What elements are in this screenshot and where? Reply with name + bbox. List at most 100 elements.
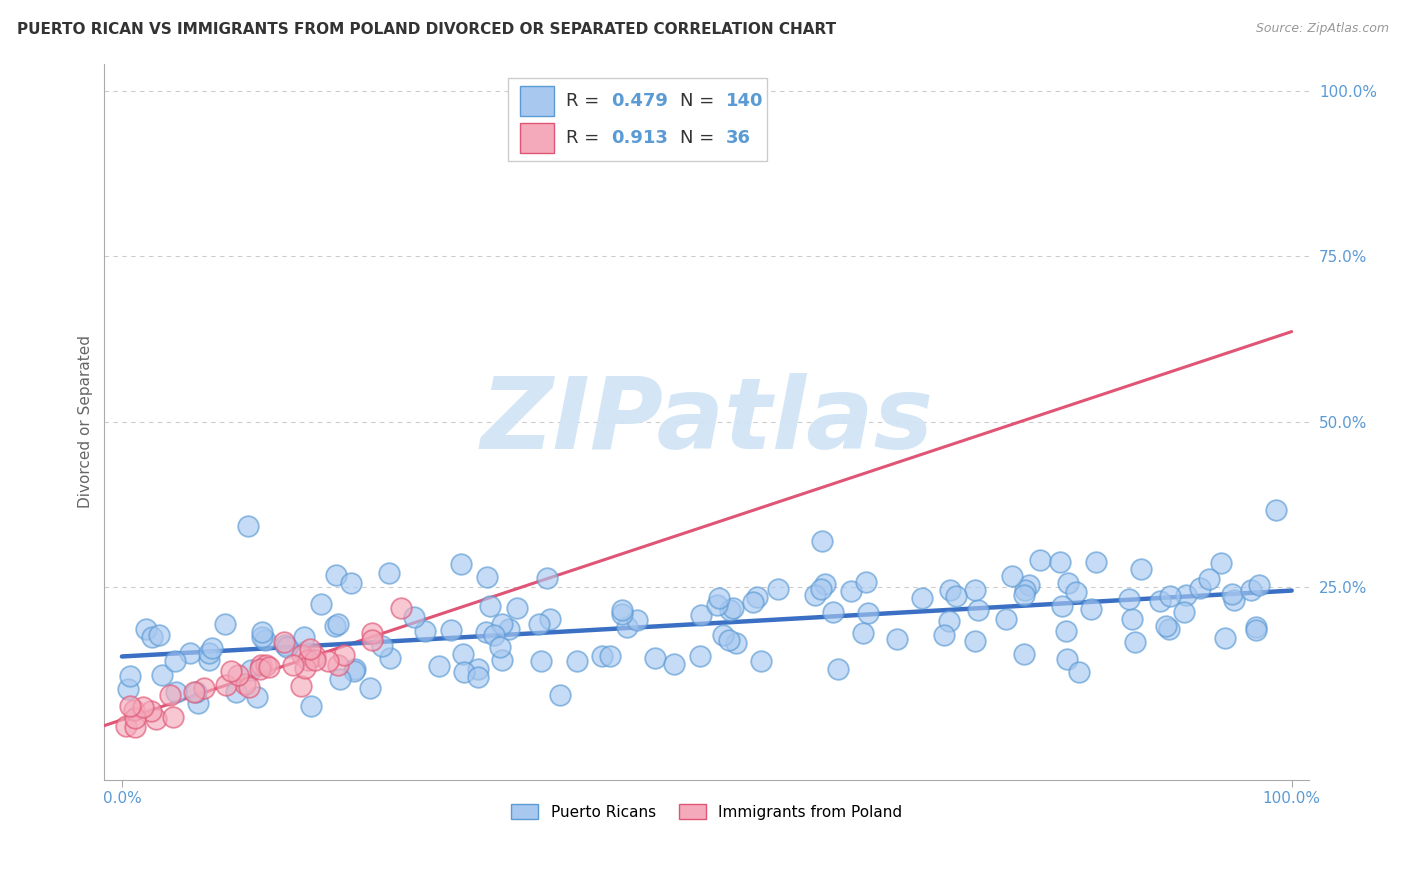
Point (165, 685, 187, 699)
Point (117, 682, 139, 697)
Point (474, 624, 496, 639)
Point (323, 619, 346, 633)
Point (377, 566, 399, 581)
Point (1209, 556, 1232, 570)
Point (1121, 612, 1143, 626)
Point (1157, 622, 1180, 636)
Text: R =: R = (565, 93, 605, 111)
Point (610, 603, 633, 617)
Point (1049, 555, 1071, 569)
Point (644, 651, 666, 665)
Point (291, 648, 314, 662)
Point (239, 663, 262, 677)
Point (254, 657, 277, 672)
Point (311, 597, 333, 611)
Point (253, 633, 276, 648)
Point (1244, 623, 1267, 637)
Point (855, 574, 877, 589)
Point (709, 591, 731, 606)
Point (148, 628, 170, 642)
Point (939, 582, 962, 597)
Point (616, 620, 638, 634)
Point (378, 650, 401, 665)
Point (811, 534, 834, 549)
Point (1189, 581, 1212, 595)
Point (1067, 665, 1090, 679)
Point (475, 570, 498, 584)
Point (273, 635, 295, 649)
Point (478, 599, 501, 614)
Point (316, 655, 339, 669)
Point (1220, 587, 1243, 601)
Point (139, 704, 162, 718)
Text: 0.913: 0.913 (612, 128, 668, 146)
Point (371, 639, 394, 653)
Point (250, 630, 273, 644)
Point (145, 712, 167, 726)
Point (183, 685, 205, 699)
Point (193, 681, 215, 695)
Point (1054, 624, 1077, 639)
Point (852, 626, 875, 640)
Point (120, 669, 142, 683)
Point (141, 631, 163, 645)
Point (1050, 599, 1073, 613)
Point (361, 626, 384, 640)
Point (453, 665, 475, 680)
Point (343, 664, 366, 678)
Point (565, 654, 588, 668)
Point (159, 688, 181, 702)
Point (1123, 635, 1146, 649)
Point (821, 606, 844, 620)
Point (491, 653, 513, 667)
Point (118, 698, 141, 713)
Point (214, 616, 236, 631)
Point (187, 696, 209, 710)
Point (1247, 578, 1270, 592)
Point (886, 632, 908, 647)
Point (1018, 577, 1040, 591)
Point (706, 598, 728, 612)
Point (274, 638, 297, 652)
Point (326, 657, 349, 672)
Point (250, 625, 273, 640)
Text: R =: R = (565, 128, 605, 146)
Point (340, 576, 363, 591)
Point (304, 649, 326, 664)
Point (1001, 569, 1024, 583)
FancyBboxPatch shape (508, 78, 768, 161)
Point (294, 645, 316, 659)
Point (911, 591, 934, 606)
Point (751, 654, 773, 668)
Point (938, 614, 960, 628)
Point (741, 595, 763, 609)
Point (467, 670, 489, 684)
Point (1173, 605, 1195, 619)
Text: Source: ZipAtlas.com: Source: ZipAtlas.com (1256, 22, 1389, 36)
Point (548, 688, 571, 702)
Point (717, 633, 740, 648)
Point (1246, 620, 1268, 634)
Point (1056, 575, 1078, 590)
Point (122, 703, 145, 717)
Bar (520, 122, 554, 153)
Point (1240, 583, 1263, 598)
Point (299, 698, 322, 713)
Point (150, 668, 173, 682)
Point (1223, 593, 1246, 607)
Point (298, 642, 321, 657)
Point (197, 647, 219, 661)
Point (1149, 594, 1171, 608)
Point (249, 658, 271, 673)
Point (246, 690, 269, 704)
Point (724, 635, 747, 649)
Text: N =: N = (681, 128, 720, 146)
Point (276, 640, 298, 654)
Point (506, 600, 529, 615)
Point (413, 624, 436, 638)
Point (690, 608, 713, 623)
Point (1118, 591, 1140, 606)
Point (344, 662, 367, 676)
Point (201, 641, 224, 656)
Point (498, 622, 520, 636)
